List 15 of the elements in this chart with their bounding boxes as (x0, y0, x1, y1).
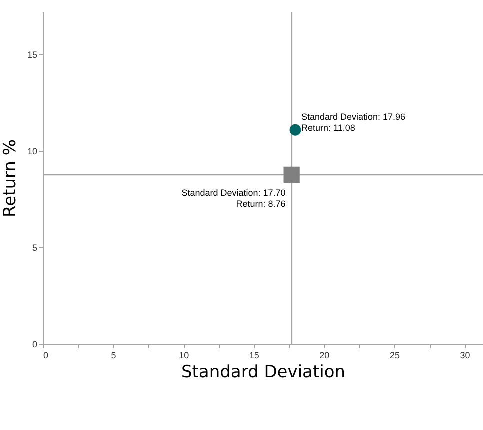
x-tick-label: 10 (179, 350, 190, 360)
y-tick-label: 0 (32, 340, 38, 350)
x-tick-label: 5 (111, 350, 116, 360)
y-tick-label: 10 (27, 146, 38, 156)
x-tick-label: 20 (320, 350, 330, 360)
annotation: Standard Deviation: 17.96 Return: 11.08 (301, 112, 406, 134)
x-axis-title: Standard Deviation (181, 362, 346, 382)
x-tick-label: 0 (44, 350, 49, 360)
x-tick-label: 25 (390, 350, 400, 360)
y-tick-label: 5 (32, 242, 38, 253)
x-tick-label: 30 (460, 350, 470, 360)
y-axis-title: Return % (0, 140, 20, 218)
annotation: Standard Deviation: 17.70 Return: 8.76 (182, 188, 286, 209)
x-tick-label: 15 (249, 350, 260, 360)
y-tick-label: 15 (27, 50, 38, 60)
